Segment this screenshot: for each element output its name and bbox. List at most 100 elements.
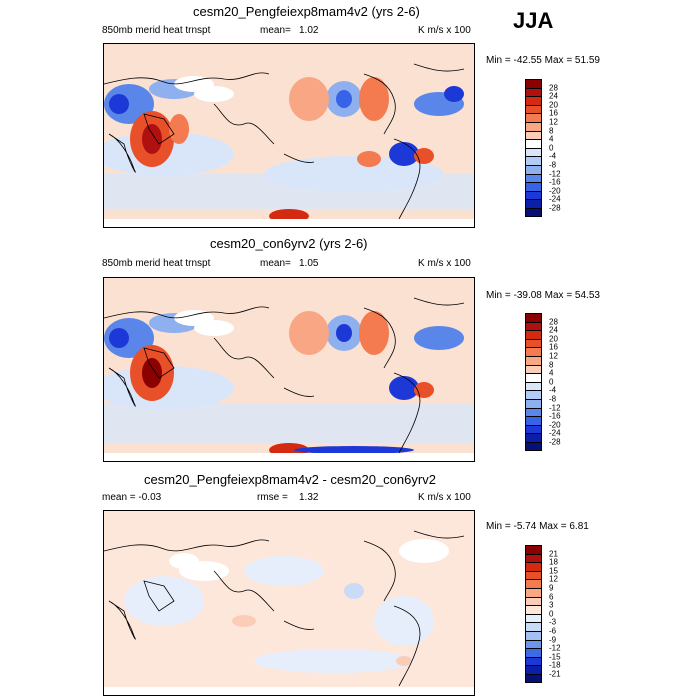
colorbar-swatch bbox=[525, 648, 542, 657]
colorbar-swatch bbox=[525, 613, 542, 623]
panel1-title: cesm20_Pengfeiexp8mam4v2 (yrs 2-6) bbox=[193, 4, 420, 19]
panel3-map bbox=[103, 510, 475, 696]
colorbar-swatch bbox=[525, 596, 542, 606]
panel2-mean-label: mean= bbox=[260, 258, 291, 269]
colorbar-swatch bbox=[525, 424, 542, 434]
colorbar-tick-label: 16 bbox=[549, 342, 558, 352]
colorbar-tick-label: 9 bbox=[549, 583, 554, 593]
colorbar-tick-label: -3 bbox=[549, 617, 557, 627]
colorbar-tick-label: 8 bbox=[549, 126, 554, 136]
colorbar-tick-label: -12 bbox=[549, 643, 561, 653]
colorbar-swatch bbox=[525, 96, 542, 105]
colorbar-swatch bbox=[525, 364, 542, 374]
panel1-variable-label: 850mb merid heat trnspt bbox=[102, 25, 211, 36]
colorbar-swatch bbox=[525, 630, 542, 640]
colorbar-tick-label: -20 bbox=[549, 186, 561, 196]
panel3-mean-label: mean = -0.03 bbox=[102, 492, 162, 503]
colorbar-swatch bbox=[525, 622, 542, 631]
colorbar-swatch bbox=[525, 139, 542, 148]
colorbar-swatch bbox=[525, 173, 542, 183]
panel3-colorbar: 21 18 15 12 9 6 3 0 -3 -6 -9 -12 -15 -18 -21 bbox=[525, 545, 561, 683]
colorbar-swatch bbox=[525, 79, 542, 88]
colorbar-tick-label: -28 bbox=[549, 437, 561, 447]
colorbar-swatch bbox=[525, 656, 542, 666]
panel2-mean-value: 1.05 bbox=[299, 258, 319, 269]
colorbar-tick-label: 0 bbox=[549, 609, 554, 619]
colorbar-tick-label: -8 bbox=[549, 394, 557, 404]
colorbar-swatch bbox=[525, 545, 542, 554]
colorbar-swatch bbox=[525, 355, 542, 365]
colorbar-swatch bbox=[525, 104, 542, 114]
panel1-units: K m/s x 100 bbox=[418, 25, 471, 36]
panel3-rmse-value: 1.32 bbox=[299, 492, 319, 503]
colorbar-swatch bbox=[525, 130, 542, 140]
colorbar-swatch bbox=[525, 570, 542, 580]
colorbar-swatch bbox=[525, 338, 542, 348]
colorbar-swatch bbox=[525, 579, 542, 588]
colorbar-swatch bbox=[525, 147, 542, 157]
panel2-variable-label: 850mb merid heat trnspt bbox=[102, 258, 211, 269]
colorbar-tick-label: -4 bbox=[549, 151, 557, 161]
panel3-coastlines bbox=[104, 530, 465, 687]
colorbar-swatch bbox=[525, 416, 542, 425]
colorbar-swatch bbox=[525, 321, 542, 331]
panel1-mean-label: mean= bbox=[260, 25, 291, 36]
colorbar-tick-label: 4 bbox=[549, 134, 554, 144]
panel2-title: cesm20_con6yrv2 (yrs 2-6) bbox=[210, 236, 368, 251]
colorbar-tick-label: -28 bbox=[549, 203, 561, 213]
panel1-minmax: Min = -42.55 Max = 51.59 bbox=[486, 55, 600, 66]
colorbar-tick-label: 28 bbox=[549, 83, 558, 93]
panel2-units: K m/s x 100 bbox=[418, 258, 471, 269]
colorbar-swatch bbox=[525, 390, 542, 399]
colorbar-tick-label: 21 bbox=[549, 549, 558, 559]
colorbar-swatch bbox=[525, 665, 542, 674]
colorbar-swatch bbox=[525, 156, 542, 165]
colorbar-tick-label: -12 bbox=[549, 403, 561, 413]
colorbar-tick-label: -4 bbox=[549, 385, 557, 395]
panel3-title: cesm20_Pengfeiexp8mam4v2 - cesm20_con6yr… bbox=[144, 472, 436, 487]
panel2-map bbox=[103, 277, 475, 462]
panel3-rmse-label: rmse = bbox=[257, 492, 288, 503]
panel2-minmax: Min = -39.08 Max = 54.53 bbox=[486, 290, 600, 301]
panel2-coastlines bbox=[104, 297, 465, 454]
colorbar-tick-label: 24 bbox=[549, 325, 558, 335]
colorbar-tick-label: 8 bbox=[549, 360, 554, 370]
colorbar-tick-label: -24 bbox=[549, 194, 561, 204]
colorbar-tick-label: 20 bbox=[549, 100, 558, 110]
colorbar-tick-label: -24 bbox=[549, 428, 561, 438]
colorbar-swatch bbox=[525, 313, 542, 322]
colorbar-swatch bbox=[525, 207, 542, 217]
colorbar-tick-label: 0 bbox=[549, 143, 554, 153]
colorbar-tick-label: -20 bbox=[549, 420, 561, 430]
colorbar-swatch bbox=[525, 190, 542, 200]
colorbar-tick-label: 0 bbox=[549, 377, 554, 387]
panel1-colorbar: 28 24 20 16 12 8 4 0 -4 -8 -12 -16 -20 -24 -28 bbox=[525, 79, 561, 217]
panel1-coastlines bbox=[104, 63, 465, 220]
colorbar-swatch bbox=[525, 587, 542, 597]
colorbar-swatch bbox=[525, 113, 542, 122]
colorbar-swatch bbox=[525, 673, 542, 683]
panel1-field bbox=[104, 44, 474, 227]
colorbar-tick-label: -8 bbox=[549, 160, 557, 170]
colorbar-tick-label: -6 bbox=[549, 626, 557, 636]
panel3-minmax: Min = -5.74 Max = 6.81 bbox=[486, 521, 589, 532]
colorbar-swatch bbox=[525, 87, 542, 97]
colorbar-swatch bbox=[525, 553, 542, 563]
colorbar-swatch bbox=[525, 398, 542, 408]
colorbar-swatch bbox=[525, 381, 542, 391]
colorbar-tick-label: 12 bbox=[549, 351, 558, 361]
colorbar-tick-label: 20 bbox=[549, 334, 558, 344]
colorbar-swatch bbox=[525, 182, 542, 191]
colorbar-swatch bbox=[525, 121, 542, 131]
panel2-colorbar: 28 24 20 16 12 8 4 0 -4 -8 -12 -16 -20 -24 -28 bbox=[525, 313, 561, 451]
colorbar-tick-label: -18 bbox=[549, 660, 561, 670]
colorbar-swatch bbox=[525, 441, 542, 451]
colorbar-swatch bbox=[525, 433, 542, 442]
colorbar-tick-label: 12 bbox=[549, 574, 558, 584]
panel1-map bbox=[103, 43, 475, 228]
panel3-field bbox=[104, 511, 474, 695]
colorbar-tick-label: 15 bbox=[549, 566, 558, 576]
colorbar-swatch bbox=[525, 373, 542, 382]
colorbar-tick-label: 24 bbox=[549, 91, 558, 101]
colorbar-swatch bbox=[525, 562, 542, 571]
